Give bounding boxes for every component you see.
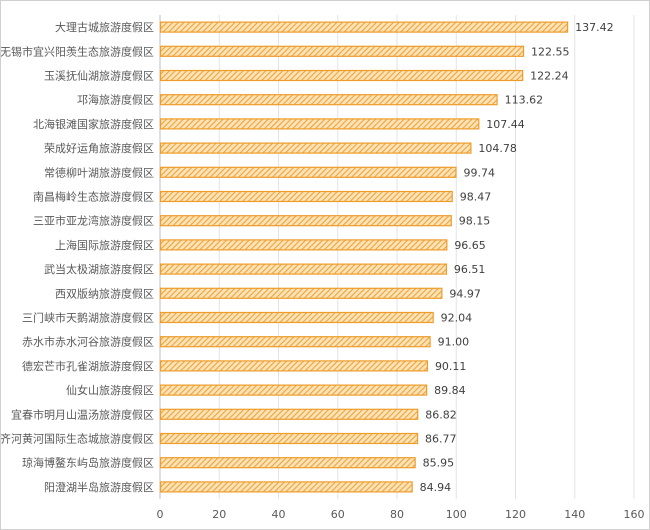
bar (159, 408, 419, 420)
category-label: 常德柳叶湖旅游度假区 (44, 165, 154, 179)
category-label: 赤水市赤水河谷旅游度假区 (22, 335, 154, 349)
category-label: 荣成好运角旅游度假区 (44, 141, 154, 155)
category-label: 宜春市明月山温汤旅游度假区 (11, 407, 154, 421)
x-tick-label: 60 (331, 508, 345, 521)
x-tick-label: 100 (446, 508, 467, 521)
data-label: 98.47 (460, 191, 492, 204)
bar (159, 69, 524, 82)
category-label: 三门峡市天鹅湖旅游度假区 (22, 311, 154, 325)
category-label: 仙女山旅游度假区 (66, 383, 154, 397)
data-label: 89.84 (434, 384, 466, 397)
data-label: 99.74 (463, 166, 495, 179)
bar (159, 311, 434, 324)
bar (159, 94, 498, 106)
x-tick-label: 20 (212, 508, 226, 521)
category-label: 西双版纳旅游度假区 (55, 286, 154, 300)
bar (159, 360, 429, 372)
category-label: 无锡市宜兴阳羡生态旅游度假区 (1, 44, 154, 58)
data-label: 98.15 (459, 215, 491, 228)
data-label: 122.24 (530, 70, 569, 83)
category-label: 南昌梅岭生态旅游度假区 (33, 190, 154, 204)
bar (159, 21, 569, 33)
bar (159, 287, 443, 299)
data-label: 90.11 (435, 360, 467, 373)
bar (159, 45, 525, 57)
bar (159, 263, 448, 275)
category-label: 北海银滩国家旅游度假区 (33, 117, 154, 131)
data-label: 94.97 (449, 287, 481, 300)
category-label: 三亚市亚龙湾旅游度假区 (33, 214, 154, 228)
data-label: 91.00 (438, 336, 470, 349)
bar (159, 190, 453, 203)
data-label: 104.78 (478, 142, 517, 155)
x-tick-label: 160 (624, 508, 645, 521)
data-label: 96.65 (454, 239, 486, 252)
data-label: 137.42 (575, 21, 614, 34)
x-tick-label: 140 (564, 508, 585, 521)
data-label: 86.82 (425, 408, 457, 421)
bar (159, 118, 480, 130)
bar (159, 432, 419, 445)
bar (159, 166, 457, 178)
data-label: 107.44 (486, 118, 525, 131)
data-label: 85.95 (423, 457, 455, 470)
data-label: 84.94 (420, 481, 452, 494)
x-tick-label: 0 (157, 508, 164, 521)
x-tick-label: 80 (390, 508, 404, 521)
bar (159, 239, 448, 251)
data-label: 122.55 (531, 45, 570, 58)
data-label: 92.04 (441, 312, 473, 325)
category-label: 齐河黄河国际生态城旅游度假区 (1, 432, 154, 446)
bar (159, 384, 428, 396)
category-label: 琼海博鳌东屿岛旅游度假区 (22, 456, 154, 470)
category-label: 德宏芒市孔雀湖旅游度假区 (22, 359, 154, 373)
category-label: 阳澄湖半岛旅游度假区 (44, 480, 154, 494)
bar (159, 215, 452, 227)
data-label: 113.62 (505, 94, 544, 107)
category-label: 大理古城旅游度假区 (55, 20, 154, 34)
category-label: 上海国际旅游度假区 (55, 238, 154, 252)
bar (159, 457, 416, 469)
category-label: 武当太极湖旅游度假区 (44, 262, 154, 276)
bar (159, 336, 431, 348)
category-label: 玉溪抚仙湖旅游度假区 (44, 69, 154, 83)
bar (159, 481, 413, 493)
x-tick-label: 40 (272, 508, 286, 521)
x-tick-label: 120 (505, 508, 526, 521)
category-label: 邛海旅游度假区 (77, 93, 154, 107)
bar (159, 142, 472, 154)
data-label: 86.77 (425, 433, 457, 446)
data-label: 96.51 (454, 263, 486, 276)
